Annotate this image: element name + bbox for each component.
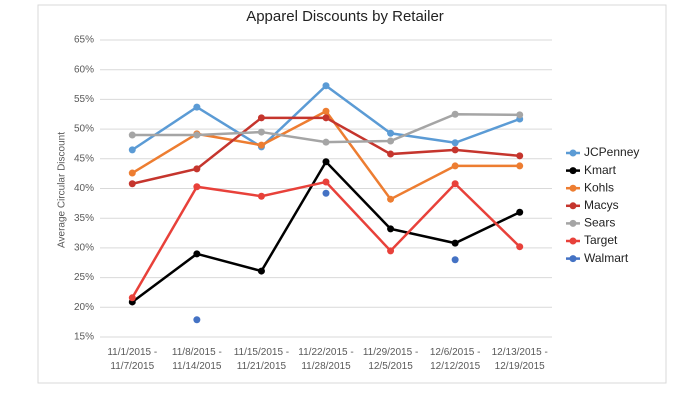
data-point (257, 114, 265, 122)
legend-label: Target (584, 233, 618, 247)
legend-marker (569, 149, 577, 157)
data-point (257, 192, 265, 200)
data-point (322, 189, 330, 197)
y-tick-label: 20% (74, 302, 94, 313)
data-point (257, 141, 265, 149)
x-tick-label: 11/15/2015 -11/21/2015 (234, 347, 289, 372)
data-point (516, 111, 524, 119)
data-point (322, 158, 330, 166)
x-tick-label: 12/13/2015 -12/19/2015 (492, 347, 548, 372)
legend-marker (569, 255, 577, 263)
data-point (322, 114, 330, 122)
legend-marker (569, 219, 577, 227)
data-point (322, 107, 330, 115)
data-point (451, 162, 459, 170)
chart-frame (37, 4, 667, 384)
x-tick-label: 11/22/2015 -11/28/2015 (298, 347, 353, 372)
y-tick-label: 45% (74, 153, 94, 164)
y-tick-label: 40% (74, 183, 94, 194)
legend-label: Macys (584, 198, 619, 212)
legend-label: JCPenney (584, 145, 639, 159)
y-tick-label: 55% (74, 94, 94, 105)
data-point (128, 146, 136, 154)
y-tick-label: 25% (74, 272, 94, 283)
data-point (322, 82, 330, 90)
y-tick-label: 50% (74, 124, 94, 135)
data-point (516, 162, 524, 170)
chart-title: Apparel Discounts by Retailer (246, 8, 444, 25)
data-point (193, 250, 201, 258)
y-tick-label: 60% (74, 64, 94, 75)
data-point (516, 243, 524, 251)
data-point (322, 138, 330, 146)
legend-label: Sears (584, 216, 615, 230)
legend-label: Kohls (584, 180, 614, 194)
x-tick-label: 11/1/2015 -11/7/2015 (107, 347, 157, 372)
legend-marker (569, 202, 577, 210)
data-point (451, 146, 459, 154)
data-point (193, 165, 201, 173)
y-tick-label: 30% (74, 243, 94, 254)
data-point (387, 137, 395, 145)
data-point (387, 225, 395, 233)
legend-marker (569, 184, 577, 192)
data-point (387, 150, 395, 158)
data-point (257, 128, 265, 136)
data-point (128, 180, 136, 188)
data-point (193, 316, 201, 324)
y-tick-label: 15% (74, 332, 94, 343)
y-tick-label: 65% (74, 35, 94, 46)
data-point (128, 169, 136, 177)
data-point (451, 239, 459, 247)
data-point (128, 131, 136, 139)
data-point (387, 247, 395, 255)
data-point (451, 139, 459, 147)
data-point (193, 103, 201, 111)
legend-marker (569, 167, 577, 175)
data-point (193, 131, 201, 139)
data-point (451, 110, 459, 118)
legend-label: Kmart (584, 163, 617, 177)
data-point (257, 267, 265, 275)
data-point (516, 152, 524, 160)
data-point (516, 208, 524, 216)
x-tick-label: 11/29/2015 -12/5/2015 (363, 347, 418, 372)
legend-marker (569, 237, 577, 245)
data-point (387, 129, 395, 137)
data-point (387, 195, 395, 203)
data-point (451, 180, 459, 188)
data-point (193, 183, 201, 191)
y-tick-label: 35% (74, 213, 94, 224)
data-point (128, 294, 136, 302)
y-axis-label: Average Circular Discount (57, 132, 68, 248)
x-tick-label: 11/8/2015 -11/14/2015 (172, 347, 222, 372)
x-tick-label: 12/6/2015 -12/12/2015 (430, 347, 481, 372)
data-point (322, 178, 330, 186)
data-point (451, 256, 459, 264)
legend-label: Walmart (584, 251, 629, 265)
